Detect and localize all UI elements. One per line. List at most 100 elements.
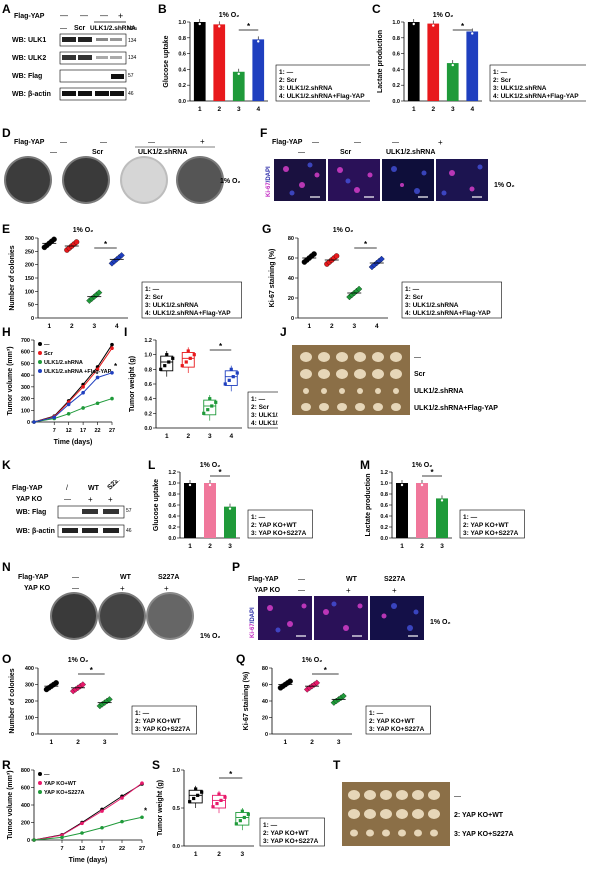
legend-item: 1: — [405,286,420,293]
row-label-s227a: 3: YAP KO+S227A [454,831,514,838]
kda-value: 134 [128,55,137,61]
row-label-dash: — [454,793,461,800]
row-label-shrna-yap: ULK1/2.shRNA+Flag-YAP [414,405,498,412]
data-point [66,412,71,416]
x-axis-label: Time (days) [69,857,108,864]
yap-ko-label: YAP KO [16,496,43,503]
lane-plus: + [392,586,397,595]
legend-item: 1: — [135,710,150,717]
data-point [81,390,85,395]
legend-item: 2: YAP KO+WT [263,830,309,837]
lane-scr: Scr [340,149,352,156]
x-tick-label: 1 [412,106,416,113]
western-blot-a: Flag-YAP — — — + — Scr ULK1/2.shRNA kDa … [12,11,137,101]
significance-star: * [90,666,94,675]
chart-m-lactate-production: 1% O₂ 0.0 0.2 0.4 0.6 0.8 1.0 1.2 Lactate produc… [365,462,525,550]
bar [184,483,196,538]
x-tick-label: 3 [241,851,245,858]
data-point [242,815,246,820]
legend-marker [38,360,42,364]
lane-plus: + [108,495,113,504]
data-point [333,253,340,259]
x-tick-label: 1 [198,106,202,113]
lane-dash: — [100,11,108,20]
x-tick-label: 1 [194,851,198,858]
x-tick-label: 3 [228,543,232,550]
y-axis-label: Glucose uptake [163,35,170,87]
wb-row-label: WB: ULK2 [12,55,46,62]
y-tick-label: 1.2 [144,338,152,344]
y-tick-label: 500 [21,361,30,367]
x-tick-label: 3 [208,433,212,440]
x-tick-label: 3 [352,323,356,330]
o2-title: 1% O₂ [68,657,89,664]
dapi-label: /DAPI [250,607,256,623]
data-point [198,22,201,26]
y-tick-label: 0.0 [168,536,176,542]
bar [466,31,479,102]
lane-shrna: ULK1/2.shRNA [386,149,435,156]
x-tick-label: 1 [284,739,288,746]
legend-item: Scr [44,351,54,357]
legend-box [459,509,525,539]
chart-c-lactate-production: 1% O₂ 0.0 0.2 0.4 0.6 0.8 1.0 Lactate productio… [377,12,586,113]
x-tick-label: 17 [99,846,105,852]
row-label-dash: — [414,354,421,361]
x-tick-label: 3 [440,543,444,550]
significance-star: * [144,806,148,815]
lane-scr: Scr [92,149,104,156]
y-tick-label: 0.4 [168,514,177,520]
legend-item: 3: ULK1/2.shRNA [251,412,278,419]
x-tick-label: 1 [188,543,192,550]
y-tick-label: 0.0 [144,426,152,432]
x-tick-label: 2 [70,323,74,330]
panel-label-h: H [2,325,11,339]
data-point [412,22,415,26]
flag-yap-label: Flag-YAP [14,139,45,146]
wb-row-label: WB: Flag [12,73,42,80]
data-point [159,367,163,371]
legend-item: 1: — [493,69,508,76]
chart-b-glucose-uptake: 1% O₂ 0.0 0.2 0.4 0.6 0.8 1.0 Glucose uptake 1 2 3… [163,12,370,113]
significance-star: * [324,666,328,675]
data-point [218,25,221,28]
data-point [240,809,244,813]
x-tick-label: 2 [217,851,221,858]
y-tick-label: 0.2 [168,525,176,531]
panel-label-l: L [148,458,156,472]
y-tick-label: 0 [27,838,30,844]
bar [193,22,206,101]
y-tick-label: 0 [31,732,34,738]
y-tick-label: 0 [265,732,268,738]
legend-item: 2: Scr [405,294,424,301]
y-tick-label: 50 [28,303,34,309]
data-point [188,483,192,487]
data-point [53,680,59,686]
y-axis-label: Ki-67 staining (%) [269,249,276,308]
legend-box [489,64,586,102]
y-tick-label: 300 [25,236,34,242]
lane-plus: + [120,584,125,593]
legend-item: 1: — [263,822,278,829]
data-point [228,507,232,510]
legend-item: 2: Scr [279,77,298,84]
panel-label-k: K [2,458,11,472]
lane-plus: + [200,137,205,146]
y-tick-label: 0.6 [380,503,388,509]
lane-dash: — [64,496,71,503]
y-tick-label: 0.0 [380,536,388,542]
y-tick-label: 0 [27,420,30,426]
tumor-photo-j: — Scr ULK1/2.shRNA ULK1/2.shRNA+Flag-YAP [292,345,498,415]
kda-value: 134 [128,38,137,44]
data-point [165,353,169,357]
box [160,355,174,372]
legend-item: 4: ULK1/2.shRNA+Flag-YAP [405,310,491,317]
chart-i-tumor-weight: 0.0 0.2 0.4 0.6 0.8 1.0 1.2 Tumor weight (g) 1 2 3… [129,338,278,440]
y-tick-label: 1.0 [392,20,400,26]
legend-item: 3: YAP KO+S227A [463,530,519,537]
y-axis-label: Tumor volume (mm³) [7,770,14,839]
lane-dash: — [60,25,67,32]
data-point [100,825,104,830]
data-point [206,408,210,412]
box [181,352,195,368]
